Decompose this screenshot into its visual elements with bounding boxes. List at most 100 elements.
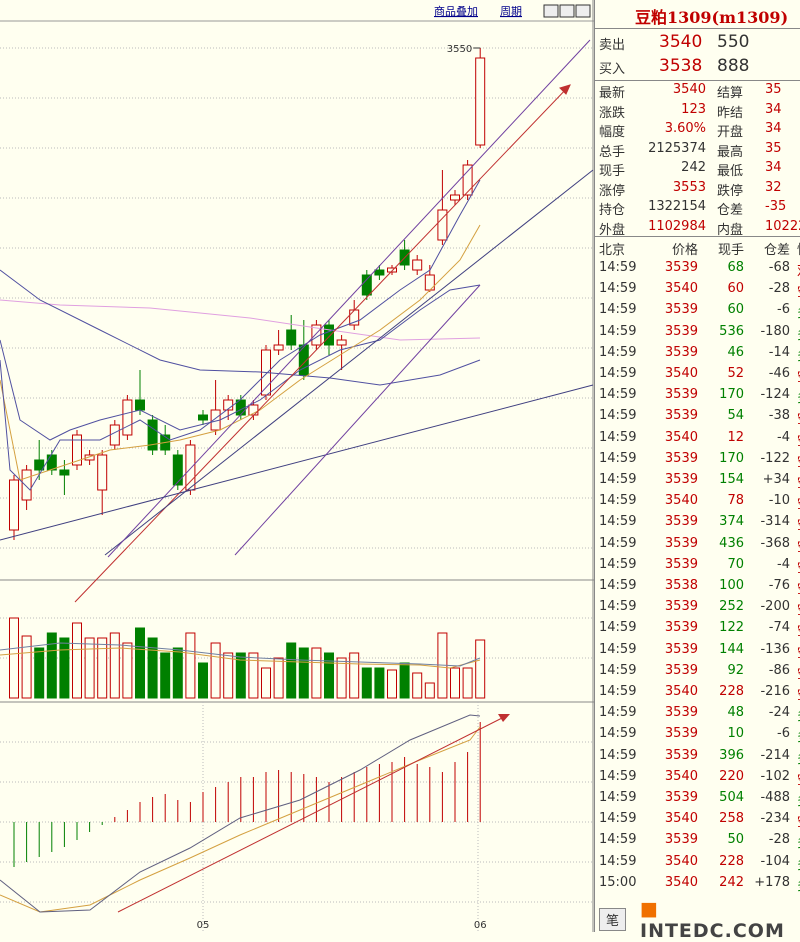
volume-bar bbox=[361, 667, 372, 699]
trade-cell: 3539 bbox=[664, 556, 698, 572]
trade-cell: 504 bbox=[719, 790, 744, 805]
trade-cell: -122 bbox=[760, 450, 790, 466]
stat-value: 123 bbox=[681, 101, 706, 117]
volume-ma bbox=[0, 642, 481, 667]
trade-cell: 3539 bbox=[664, 344, 698, 360]
volume-bar bbox=[185, 632, 196, 699]
trade-cell: -74 bbox=[768, 620, 790, 636]
stat-label: 内盘 bbox=[717, 222, 744, 238]
button[interactable] bbox=[575, 4, 591, 18]
stat-value: 34 bbox=[765, 160, 782, 175]
trade-cell: 14:59 bbox=[599, 450, 637, 466]
trade-cell: 3539 bbox=[664, 705, 698, 721]
high-label: 3550 bbox=[447, 44, 472, 55]
volume-bar bbox=[286, 642, 297, 699]
macd-dif bbox=[0, 714, 481, 913]
volume-bar bbox=[374, 667, 385, 699]
candle-body bbox=[374, 269, 385, 276]
marks bbox=[9, 48, 486, 867]
trade-cell: 60 bbox=[727, 281, 744, 297]
trade-cell: 14:59 bbox=[599, 472, 637, 487]
trade-cell: 空 bbox=[797, 620, 800, 639]
candle-body bbox=[361, 274, 372, 296]
trade-cell: 多 bbox=[797, 790, 800, 809]
order-size: 888 bbox=[717, 56, 750, 76]
divider bbox=[595, 236, 800, 237]
candle-body bbox=[84, 454, 95, 461]
candle-body bbox=[412, 259, 423, 271]
volume-bar bbox=[122, 642, 133, 699]
zoom-buttons[interactable] bbox=[543, 4, 591, 18]
arrow-head bbox=[498, 714, 510, 722]
chart: 商品叠加 周期 05 06 3550 bbox=[0, 0, 594, 932]
ma-line bbox=[0, 269, 481, 386]
trade-cell: 14:59 bbox=[599, 535, 637, 551]
trade-cell: -314 bbox=[760, 514, 790, 530]
trade-cell: 48 bbox=[727, 705, 744, 721]
trade-cell: 14:59 bbox=[599, 387, 637, 403]
trade-cell: 空 bbox=[797, 281, 800, 300]
stat-value: 1322154 bbox=[648, 199, 706, 214]
volume-bar bbox=[261, 667, 271, 699]
volume-bar bbox=[412, 672, 423, 699]
trade-cell: 空 bbox=[797, 578, 800, 597]
volume-bar bbox=[273, 657, 284, 699]
volume-bar bbox=[387, 669, 397, 699]
trade-cell: 空 bbox=[797, 366, 800, 385]
watermark-text: INTEDC.COM bbox=[640, 920, 785, 942]
trade-cell: -6 bbox=[777, 726, 790, 742]
trade-cell: -234 bbox=[760, 811, 790, 827]
trade-cell: 14:59 bbox=[599, 281, 637, 297]
volume-bar bbox=[298, 647, 309, 699]
trades-header: 现手 bbox=[717, 243, 744, 258]
stat-label: 最新 bbox=[599, 86, 626, 101]
volume-bar bbox=[46, 632, 57, 699]
trade-cell: 3539 bbox=[664, 726, 698, 742]
order-size: 550 bbox=[717, 32, 750, 52]
stat-value: 35 bbox=[765, 140, 782, 156]
trade-cell: 258 bbox=[719, 811, 744, 827]
ma-line bbox=[0, 284, 481, 441]
period-button[interactable]: 周期 bbox=[500, 5, 522, 18]
volume-bar bbox=[160, 652, 171, 699]
trade-cell: 252 bbox=[719, 599, 744, 615]
trade-cell: 空 bbox=[797, 514, 800, 533]
volume-bar bbox=[424, 682, 435, 699]
stat-label: 仓差 bbox=[717, 203, 744, 218]
volume-bar bbox=[235, 652, 246, 699]
trade-cell: 14:59 bbox=[599, 578, 637, 593]
candle-body bbox=[147, 419, 158, 451]
volume-bar bbox=[109, 632, 120, 699]
candle-body bbox=[109, 424, 120, 446]
trade-cell: 多 bbox=[797, 705, 800, 724]
trend-line bbox=[104, 169, 594, 556]
candle-body bbox=[286, 329, 297, 346]
macd-dea bbox=[0, 726, 481, 913]
volume-bar bbox=[198, 662, 208, 699]
candle-body bbox=[46, 454, 57, 471]
volume-bar bbox=[336, 657, 347, 699]
trade-cell: 3540 bbox=[664, 811, 698, 827]
stat-label: 昨结 bbox=[717, 105, 744, 121]
trade-cell: 3540 bbox=[664, 281, 698, 297]
trade-cell: -38 bbox=[768, 408, 790, 424]
trade-cell: 空 bbox=[797, 663, 800, 682]
button[interactable] bbox=[543, 4, 559, 18]
button[interactable] bbox=[559, 4, 575, 18]
stat-value: 34 bbox=[765, 101, 782, 117]
stat-label: 持仓 bbox=[599, 203, 626, 218]
trade-cell: 14:59 bbox=[599, 747, 637, 763]
overlay-button[interactable]: 商品叠加 bbox=[434, 4, 478, 18]
stat-label: 现手 bbox=[599, 164, 626, 179]
trade-cell: 3540 bbox=[664, 874, 698, 890]
x-tick-label: 06 bbox=[474, 920, 487, 931]
trade-cell: 3540 bbox=[664, 768, 698, 784]
trade-cell: 536 bbox=[719, 323, 744, 339]
trade-cell: -368 bbox=[760, 535, 790, 551]
order-price: 3540 bbox=[659, 32, 703, 52]
trade-cell: 14:59 bbox=[599, 514, 637, 530]
arrow-head bbox=[559, 84, 571, 95]
stat-value: 10222 bbox=[765, 218, 800, 234]
candle-body bbox=[135, 399, 145, 411]
tab[interactable]: 笔 bbox=[599, 908, 627, 931]
